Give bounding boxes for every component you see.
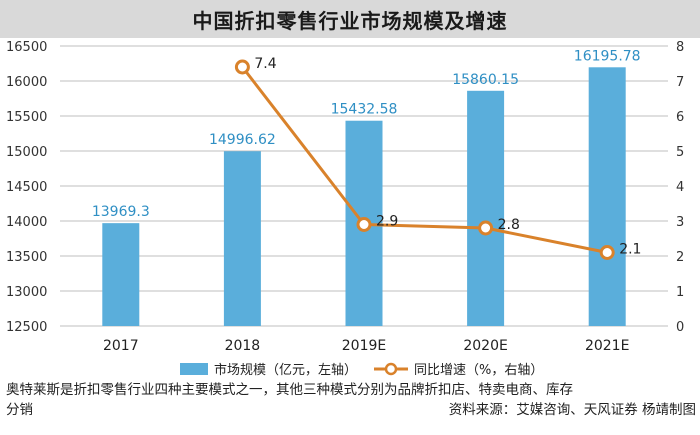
bar	[467, 90, 505, 326]
footnote-line-2: 分销	[6, 402, 33, 418]
line-point	[599, 245, 615, 260]
footnote-line-1: 奥特莱斯是折扣零售行业四种主要模式之一，其他三种模式分别为品牌折扣店、特卖电商、…	[6, 382, 573, 398]
x-tick-label: 2019E	[342, 338, 386, 354]
bar-value-label: 15860.15	[452, 72, 519, 88]
x-tick-label: 2020E	[463, 338, 507, 354]
bar	[102, 223, 140, 326]
y-right-tick-label: 4	[676, 180, 684, 195]
y-left-tick-label: 14500	[6, 180, 47, 195]
source-credit: 资料来源：艾媒咨询、天风证券 杨靖制图	[448, 402, 696, 418]
y-left-tick-label: 16000	[6, 75, 47, 90]
bar-value-label: 16195.78	[574, 48, 641, 64]
y-left-tick-label: 16500	[6, 40, 47, 55]
y-left-tick-label: 15000	[6, 145, 47, 160]
chart-title: 中国折扣零售行业市场规模及增速	[192, 8, 508, 33]
line-value-label: 2.8	[498, 217, 520, 233]
growth-line	[241, 66, 608, 254]
bar	[588, 67, 626, 326]
y-right-tick-label: 5	[676, 145, 684, 160]
footnote: 奥特莱斯是折扣零售行业四种主要模式之一，其他三种模式分别为品牌折扣店、特卖电商、…	[6, 380, 696, 420]
y-right-tick-label: 6	[676, 110, 684, 125]
y-right-tick-label: 7	[676, 75, 684, 90]
y-right-tick-label: 1	[676, 285, 684, 300]
x-tick-label: 2017	[103, 338, 139, 354]
bar	[223, 151, 261, 326]
x-tick-label: 2021E	[585, 338, 629, 354]
line-value-label: 2.9	[376, 214, 398, 230]
legend-line-marker	[384, 362, 398, 376]
line-point	[356, 217, 372, 232]
y-right-tick-label: 0	[676, 320, 684, 335]
chart-title-bar: 中国折扣零售行业市场规模及增速	[0, 0, 700, 38]
line-value-label: 2.1	[619, 242, 641, 258]
bar-value-label: 13969.3	[92, 204, 150, 220]
line-point	[234, 59, 250, 75]
y-right-tick-label: 3	[676, 215, 684, 230]
y-left-tick-label: 15500	[6, 110, 47, 125]
y-left-tick-label: 14000	[6, 215, 47, 230]
y-left-tick-label: 13000	[6, 285, 47, 300]
chart-svg: 12500 13000 13500 14000 14500 15000 15500 16000…	[6, 40, 684, 378]
bar-value-label: 14996.62	[209, 132, 276, 148]
y-right-tick-label: 2	[676, 250, 684, 265]
y-left-tick-label: 13500	[6, 250, 47, 265]
line-value-label: 7.4	[254, 56, 276, 72]
bar-value-label: 15432.58	[331, 102, 398, 118]
line-point	[478, 220, 494, 236]
x-tick-label: 2018	[225, 338, 261, 354]
legend-bar-swatch	[180, 363, 208, 375]
y-left-tick-label: 12500	[6, 320, 47, 335]
legend-line-label: 同比增速（%，右轴）	[414, 363, 543, 378]
y-right-tick-label: 8	[676, 40, 684, 55]
legend-bar-label: 市场规模（亿元，左轴）	[214, 362, 357, 378]
